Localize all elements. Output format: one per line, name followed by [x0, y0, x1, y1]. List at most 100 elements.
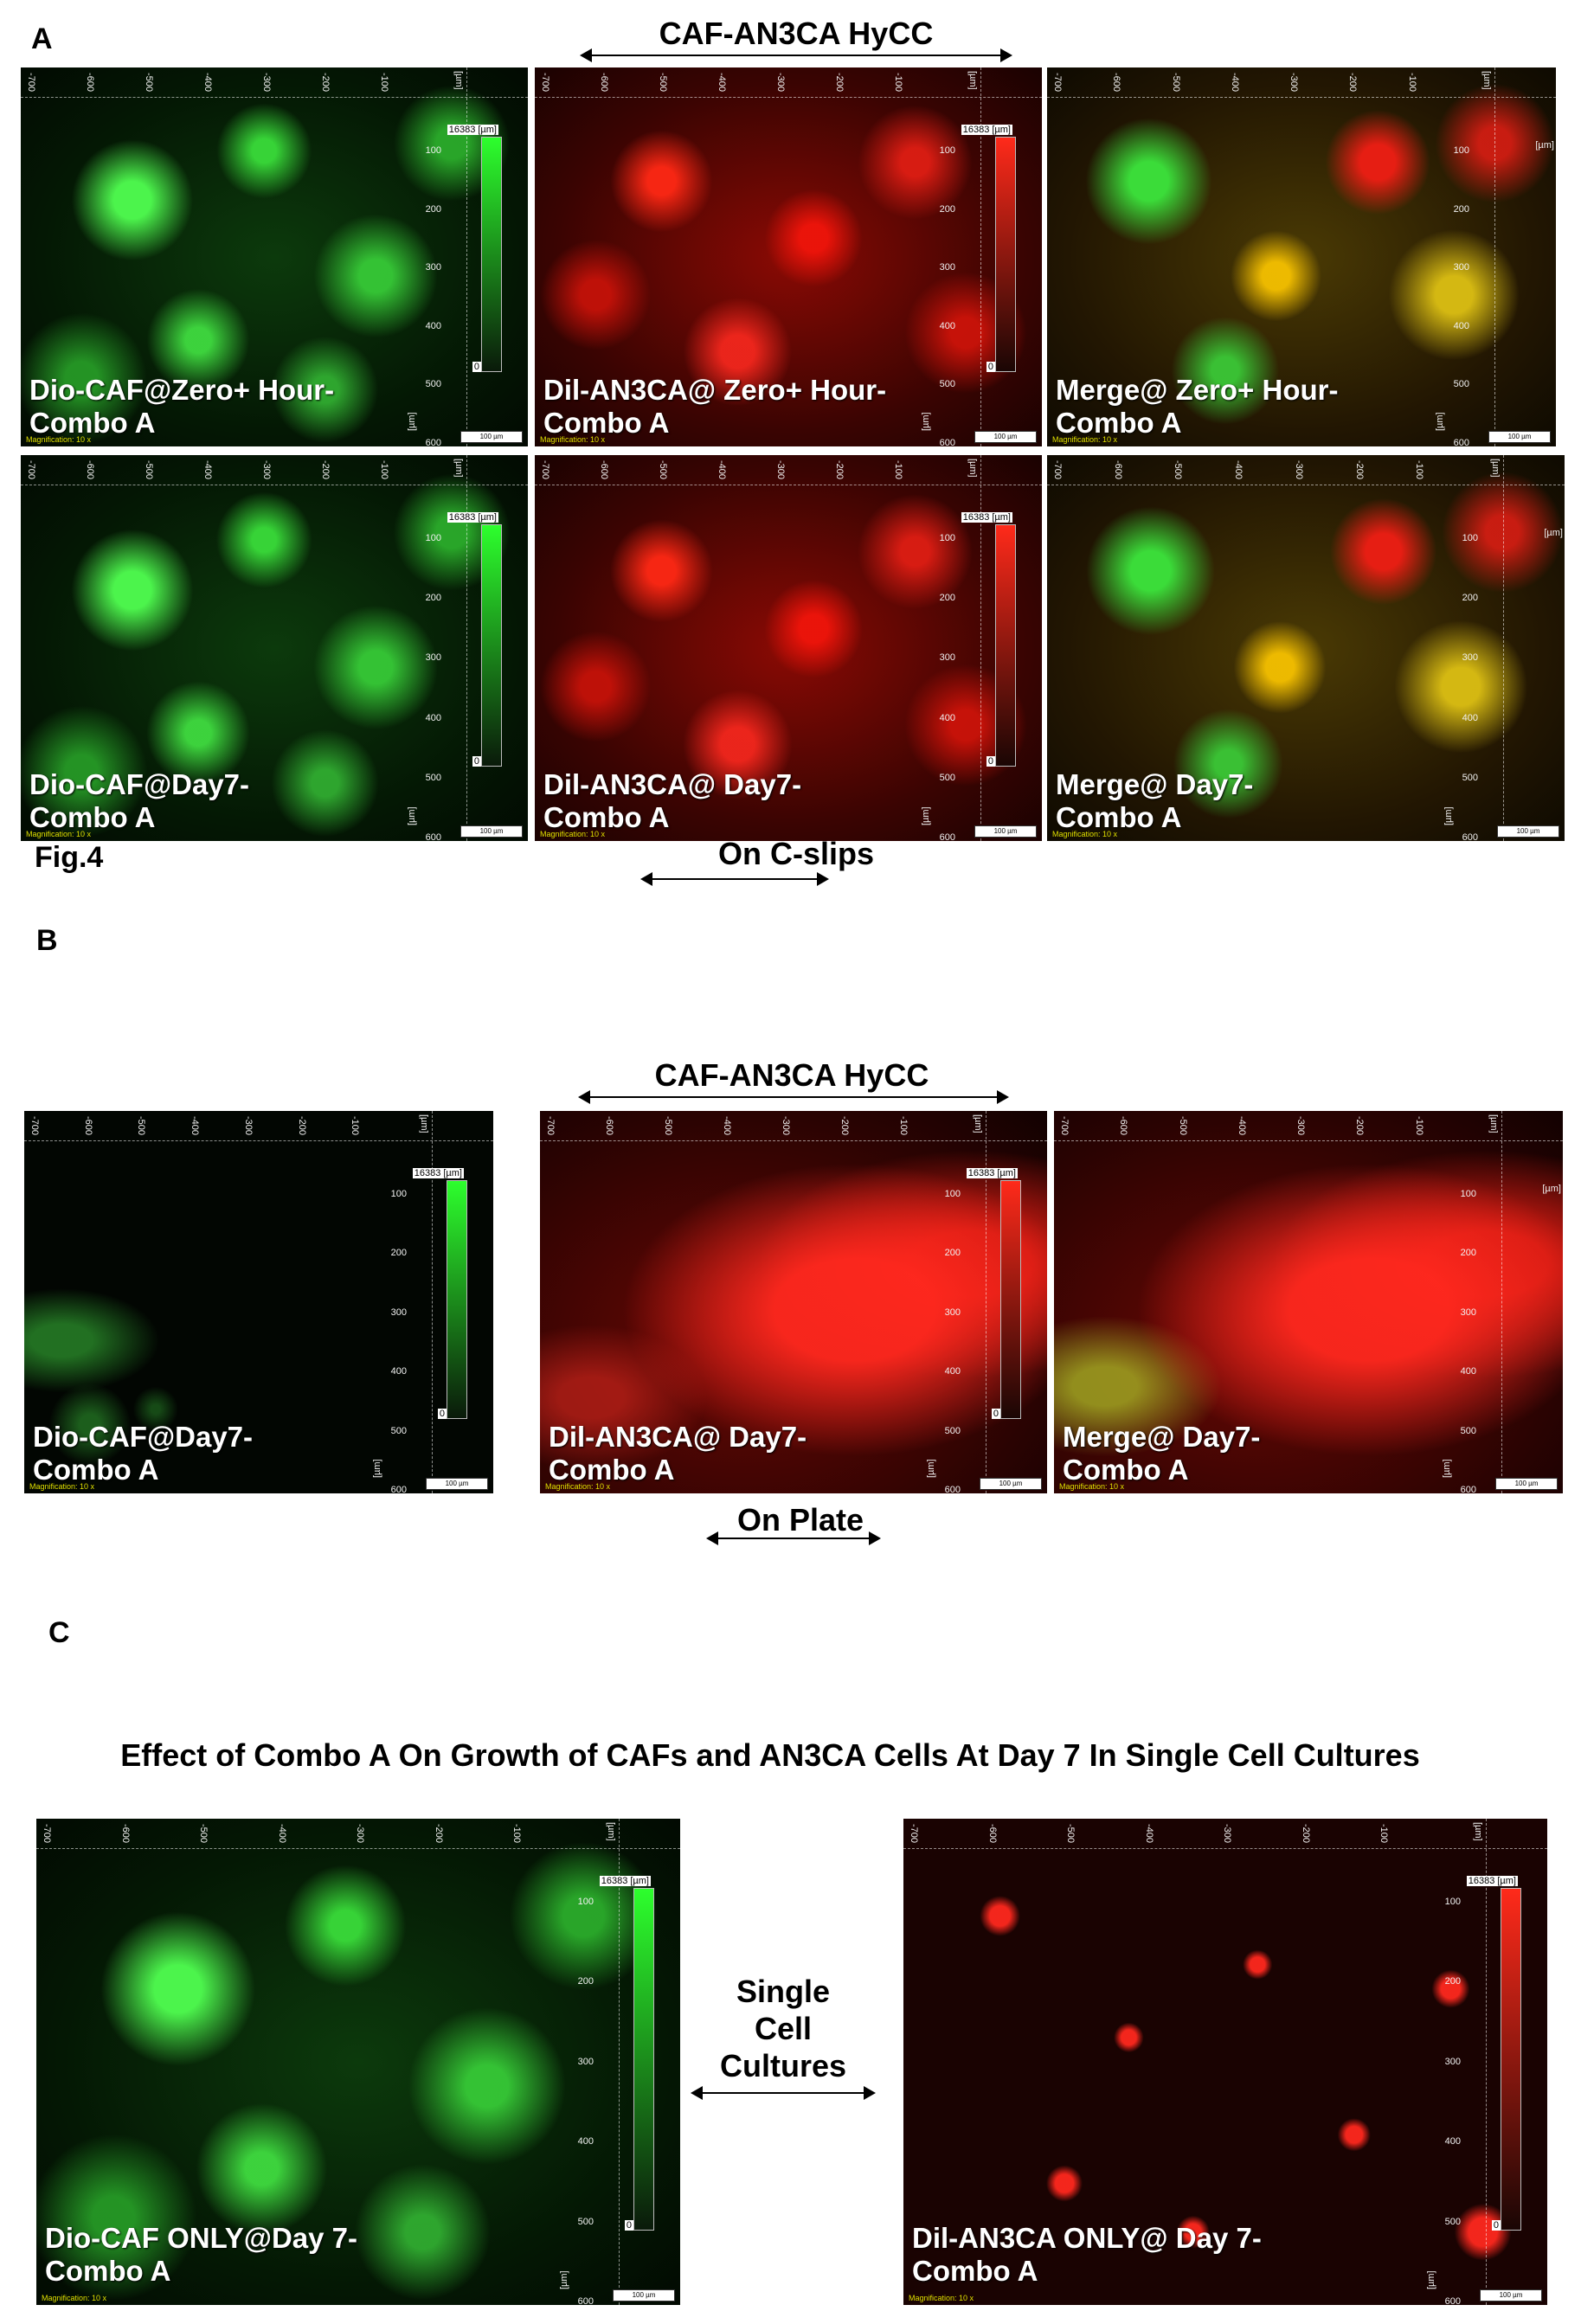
intensity-max-label: 16383 [µm] — [1466, 1876, 1518, 1886]
y-tick-label: 500 — [390, 1425, 407, 1436]
y-tick-label: 200 — [944, 1248, 961, 1259]
scale-bar: 100 µm — [1495, 1478, 1558, 1490]
x-ruler — [24, 1111, 493, 1141]
image-caption-line2: Combo A — [549, 1454, 675, 1486]
unit-label: [µm] — [419, 1114, 430, 1133]
unit-label: [µm] — [559, 2270, 570, 2289]
x-tick-label: -300 — [355, 1824, 366, 1844]
panel-b-subtitle-arrow — [706, 1531, 881, 1545]
y-ruler — [466, 67, 467, 446]
y-tick-label: 200 — [390, 1248, 407, 1259]
image-caption: Merge@ Day7- Combo A — [1056, 768, 1253, 834]
scale-bar: 100 µm — [974, 431, 1037, 443]
y-tick-label: 500 — [577, 2216, 594, 2227]
x-tick-label: -100 — [1406, 73, 1417, 93]
intensity-min-label: 0 — [986, 756, 995, 767]
x-tick-label: -100 — [379, 460, 389, 480]
image-caption-line2: Combo A — [1063, 1454, 1189, 1486]
x-tick-label: -700 — [909, 1824, 919, 1844]
y-tick-label: 200 — [939, 203, 955, 215]
y-tick-label: 200 — [425, 203, 441, 215]
panel-a-title: CAF-AN3CA HyCC — [659, 16, 934, 51]
image-caption-line2: Combo A — [29, 407, 156, 440]
y-tick-label: 100 — [1453, 145, 1469, 156]
y-tick-label: 100 — [390, 1189, 407, 1199]
y-tick-label: 100 — [939, 145, 955, 156]
x-tick-label: -300 — [775, 460, 786, 480]
y-tick-label: 100 — [425, 145, 441, 156]
x-tick-label: -600 — [599, 73, 609, 93]
scale-bar: 100 µm — [1480, 2289, 1542, 2302]
unit-label: [µm] — [921, 806, 932, 825]
intensity-max-label: 16383 [µm] — [447, 512, 498, 523]
x-tick-label: -600 — [1111, 73, 1122, 93]
y-tick-label: 300 — [939, 262, 955, 273]
intensity-scale-bar — [633, 1888, 654, 2231]
magnification-label: Magnification: 10 x — [540, 830, 606, 838]
x-tick-label: -700 — [26, 73, 36, 93]
unit-label: [µm] — [967, 71, 979, 90]
magnification-label: Magnification: 10 x — [29, 1482, 95, 1491]
magnification-label: Magnification: 10 x — [1052, 830, 1118, 838]
y-ruler — [432, 1111, 433, 1493]
x-tick-label: -700 — [26, 460, 36, 480]
x-tick-label: -500 — [1173, 460, 1184, 480]
x-tick-label: -700 — [42, 1824, 52, 1844]
y-tick-label: 100 — [944, 1189, 961, 1199]
image-caption: Merge@ Day7- Combo A — [1063, 1421, 1260, 1486]
x-tick-label: -500 — [144, 460, 154, 480]
unit-label: [µm] — [453, 71, 465, 90]
panel-c-title: Effect of Combo A On Growth of CAFs and … — [120, 1737, 1420, 1773]
intensity-max-label: 16383 [µm] — [412, 1168, 464, 1178]
micrograph-panel-a-4: -700 -600 -500 -400 -300 -200 -100 100 200 300 400… — [21, 455, 528, 841]
x-tick-label: -300 — [1222, 1824, 1233, 1844]
x-tick-label: -300 — [775, 73, 786, 93]
magnification-label: Magnification: 10 x — [909, 2294, 974, 2302]
single-cell-cultures-label: Single Cell Cultures — [719, 1974, 847, 2084]
y-tick-label: 400 — [425, 712, 441, 723]
y-tick-label: 300 — [1460, 1306, 1476, 1318]
x-tick-label: -300 — [781, 1116, 791, 1136]
y-tick-label: 100 — [577, 1897, 594, 1907]
y-tick-label: 600 — [1460, 1485, 1476, 1493]
panel-b-title-arrow — [578, 1090, 1009, 1104]
y-tick-label: 600 — [425, 832, 441, 841]
y-tick-label: 600 — [577, 2296, 594, 2305]
unit-label: [µm] — [921, 412, 932, 431]
x-tick-label: -200 — [1353, 460, 1365, 480]
y-ruler — [466, 455, 467, 841]
intensity-min-label: 0 — [437, 1409, 447, 1419]
micrograph-panel-c-1: -700 -600 -500 -400 -300 -200 -100 100 200 300 400… — [36, 1819, 680, 2305]
y-tick-label: 300 — [944, 1306, 961, 1318]
x-ruler — [903, 1819, 1547, 1849]
image-caption-line2: Combo A — [45, 2255, 171, 2288]
image-caption: Dil-AN3CA ONLY@ Day 7- Combo A — [912, 2222, 1262, 2288]
panel-a-letter: A — [31, 22, 53, 55]
intensity-scale-bar — [1000, 1180, 1021, 1419]
image-caption-line2: Combo A — [29, 801, 156, 834]
y-tick-label: 500 — [425, 379, 441, 390]
y-tick-label: 400 — [425, 320, 441, 331]
x-tick-label: -100 — [893, 73, 903, 93]
x-ruler — [36, 1819, 680, 1849]
panel-b-subtitle: On Plate — [736, 1502, 864, 1538]
unit-label: [µm] — [967, 459, 979, 478]
y-tick-label: 500 — [425, 772, 441, 783]
scale-bar: 100 µm — [1497, 825, 1559, 838]
panel-b-letter: B — [36, 924, 58, 957]
x-tick-label: -500 — [198, 1824, 209, 1844]
x-tick-label: -400 — [1236, 1116, 1247, 1136]
intensity-scale-bar — [995, 137, 1016, 372]
y-tick-label: 500 — [944, 1425, 961, 1436]
intensity-max-label: 16383 [µm] — [599, 1876, 651, 1886]
scale-bar: 100 µm — [460, 825, 523, 838]
image-caption-line2: Combo A — [543, 801, 670, 834]
intensity-max-label: 16383 [µm] — [447, 125, 498, 135]
y-tick-label: 400 — [1453, 320, 1469, 331]
image-caption-line1: Merge@ Zero+ Hour- — [1056, 374, 1339, 407]
micrograph-panel-a-2: -700 -600 -500 -400 -300 -200 -100 100 200 300 400… — [535, 67, 1042, 446]
intensity-min-label: 0 — [624, 2220, 633, 2231]
x-ruler — [21, 455, 528, 485]
image-caption: Dil-AN3CA@ Day7- Combo A — [549, 1421, 807, 1486]
x-tick-label: -300 — [242, 1116, 254, 1136]
